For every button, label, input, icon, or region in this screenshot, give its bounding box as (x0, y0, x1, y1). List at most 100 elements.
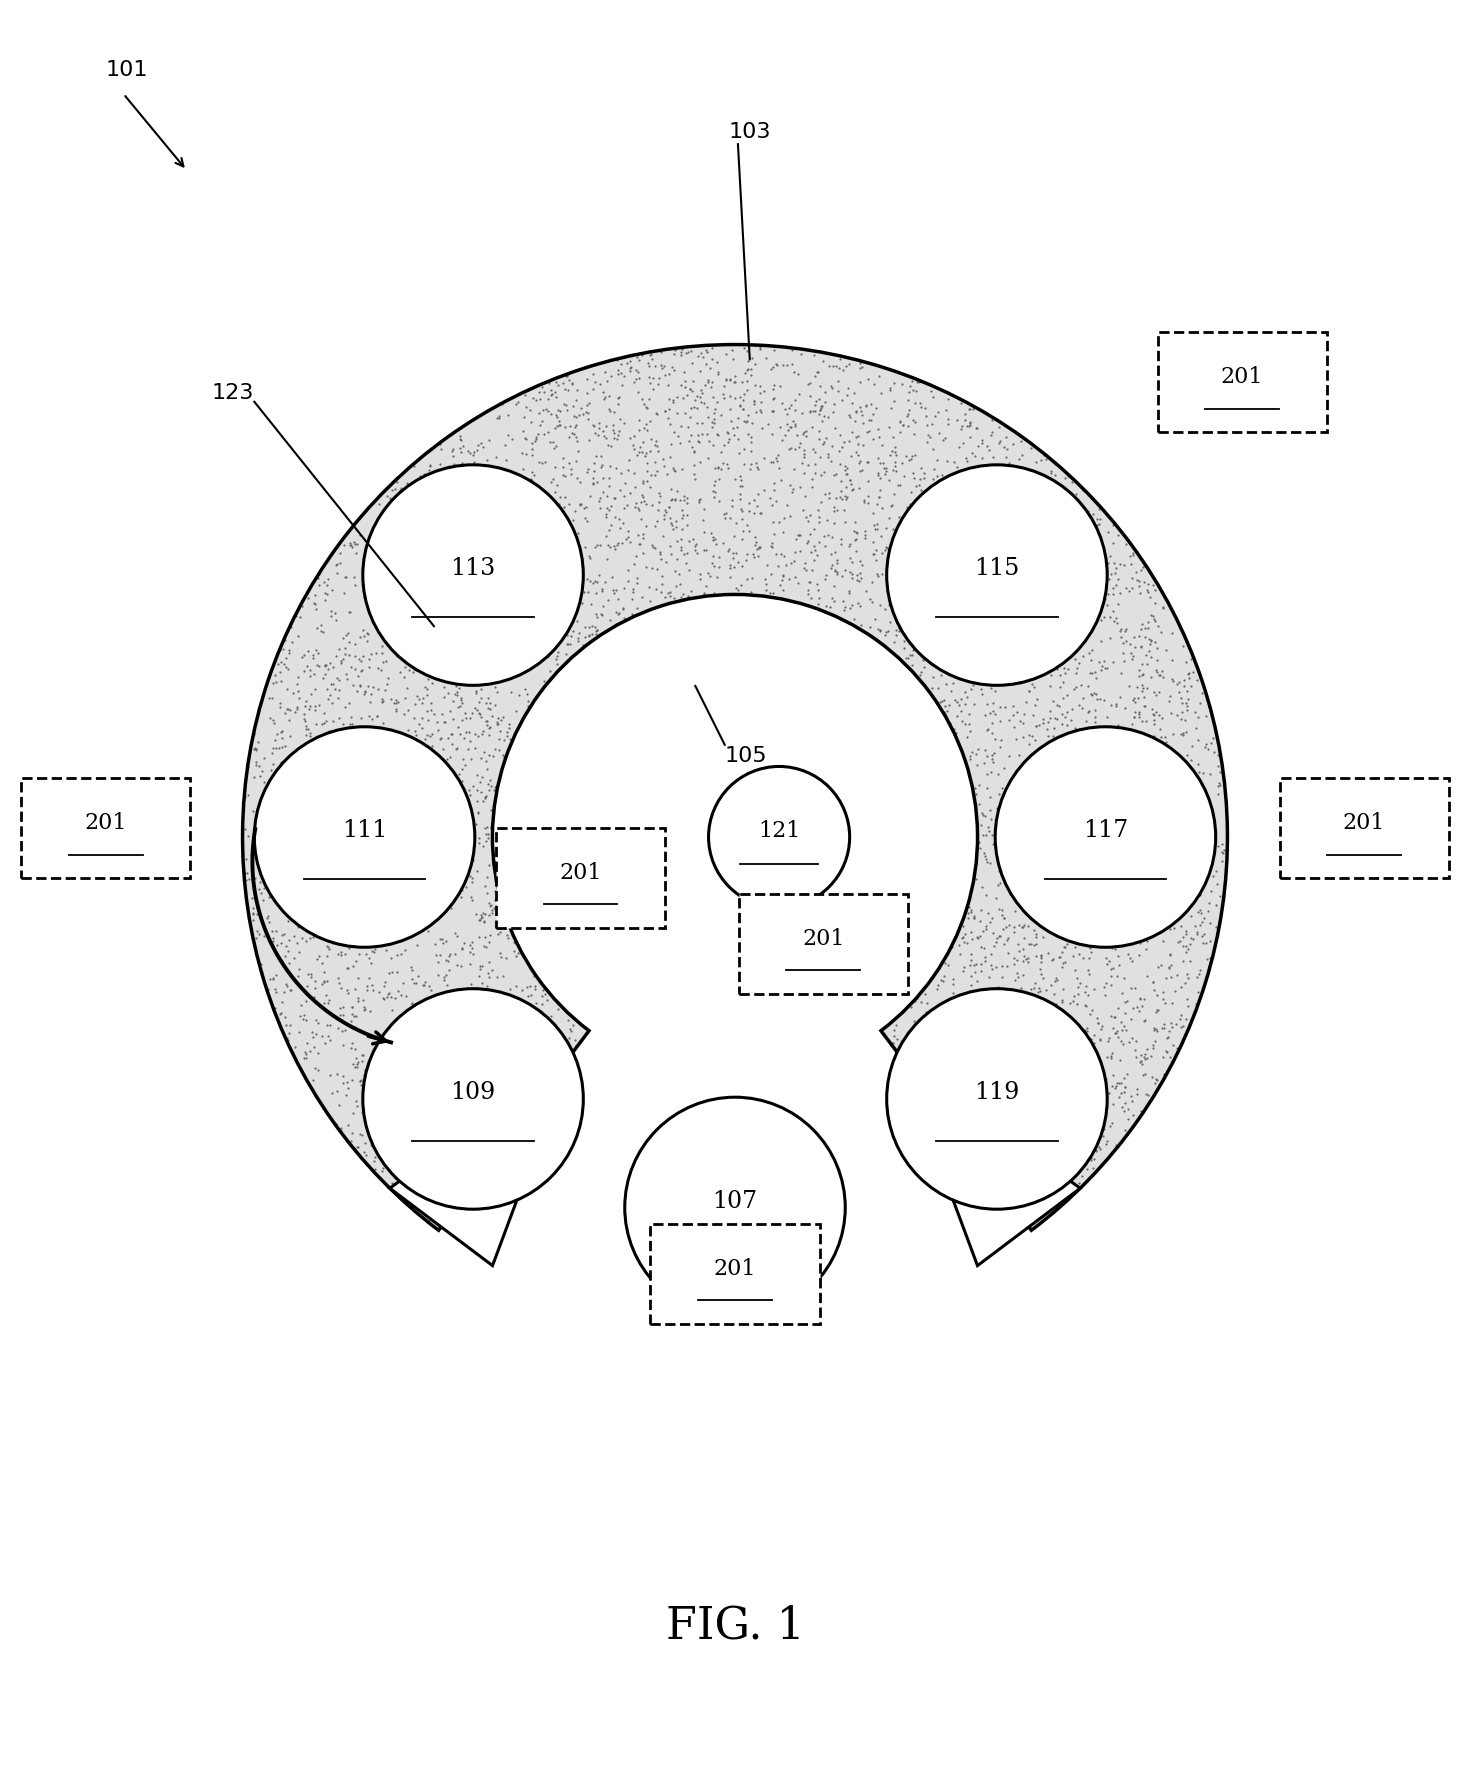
Point (594, 358, 617, 387)
Point (1025, 713, 1048, 741)
Point (322, 896, 345, 925)
Point (366, 1026, 390, 1055)
Point (548, 567, 572, 595)
Point (701, 526, 725, 554)
Point (397, 508, 420, 536)
Point (373, 519, 397, 547)
Point (1051, 827, 1075, 855)
Point (320, 654, 344, 683)
Point (1013, 911, 1036, 939)
Point (444, 640, 467, 668)
Point (475, 447, 498, 476)
Point (701, 408, 725, 437)
Point (409, 859, 432, 887)
Point (532, 1018, 556, 1046)
Point (1194, 845, 1217, 873)
Point (403, 453, 426, 481)
Point (368, 1066, 391, 1094)
Point (295, 971, 319, 1000)
Point (323, 601, 347, 629)
Point (504, 390, 528, 419)
Point (344, 1001, 368, 1030)
Point (1107, 1023, 1130, 1051)
Point (1051, 1105, 1075, 1133)
Point (531, 1000, 554, 1028)
Point (294, 927, 318, 955)
Point (329, 859, 353, 887)
Point (413, 873, 437, 902)
Point (985, 458, 1008, 486)
Point (835, 474, 858, 503)
Point (1051, 1096, 1075, 1124)
Point (416, 761, 440, 789)
Point (434, 782, 457, 811)
Point (506, 1014, 529, 1042)
Point (803, 342, 826, 371)
Point (1150, 747, 1173, 775)
Point (784, 538, 807, 567)
Point (503, 937, 526, 966)
Point (465, 506, 488, 535)
Point (359, 1101, 382, 1130)
Point (607, 601, 631, 629)
Point (415, 561, 438, 590)
Point (956, 478, 979, 506)
Point (806, 570, 829, 599)
Point (528, 1050, 551, 1078)
Point (419, 560, 442, 588)
Point (1180, 880, 1204, 909)
Point (550, 1026, 573, 1055)
Point (582, 470, 606, 499)
Point (1175, 829, 1198, 857)
Point (356, 882, 379, 911)
Point (409, 463, 432, 492)
Point (1026, 517, 1050, 545)
Point (425, 822, 448, 850)
Point (1001, 431, 1025, 460)
Point (315, 734, 338, 763)
Point (466, 798, 490, 827)
Point (711, 529, 735, 558)
Point (293, 642, 316, 670)
Point (279, 879, 303, 907)
Point (478, 889, 501, 918)
Point (995, 952, 1019, 980)
Point (463, 438, 487, 467)
Point (410, 715, 434, 743)
Point (514, 568, 538, 597)
Point (963, 959, 986, 987)
Point (684, 533, 707, 561)
Point (1070, 1162, 1094, 1190)
Point (544, 492, 567, 520)
Point (413, 811, 437, 839)
Point (331, 1018, 354, 1046)
Point (983, 531, 1007, 560)
Point (982, 1005, 1005, 1034)
Point (892, 463, 916, 492)
Point (988, 478, 1011, 506)
Point (482, 520, 506, 549)
Point (972, 822, 995, 850)
Point (928, 419, 951, 447)
Point (388, 501, 412, 529)
Point (616, 556, 639, 584)
Point (958, 1037, 982, 1066)
Point (1023, 519, 1047, 547)
Point (794, 549, 817, 577)
Point (1085, 686, 1108, 715)
Point (391, 631, 415, 659)
Point (1113, 1078, 1136, 1107)
Point (639, 462, 663, 490)
Point (397, 597, 420, 625)
Point (306, 879, 329, 907)
Point (1210, 830, 1233, 859)
Point (706, 360, 729, 388)
Point (885, 567, 908, 595)
Point (644, 513, 667, 542)
Point (1197, 889, 1220, 918)
Point (545, 643, 569, 672)
Point (845, 442, 869, 470)
Point (1075, 590, 1098, 618)
Point (456, 535, 479, 563)
Point (537, 536, 560, 565)
